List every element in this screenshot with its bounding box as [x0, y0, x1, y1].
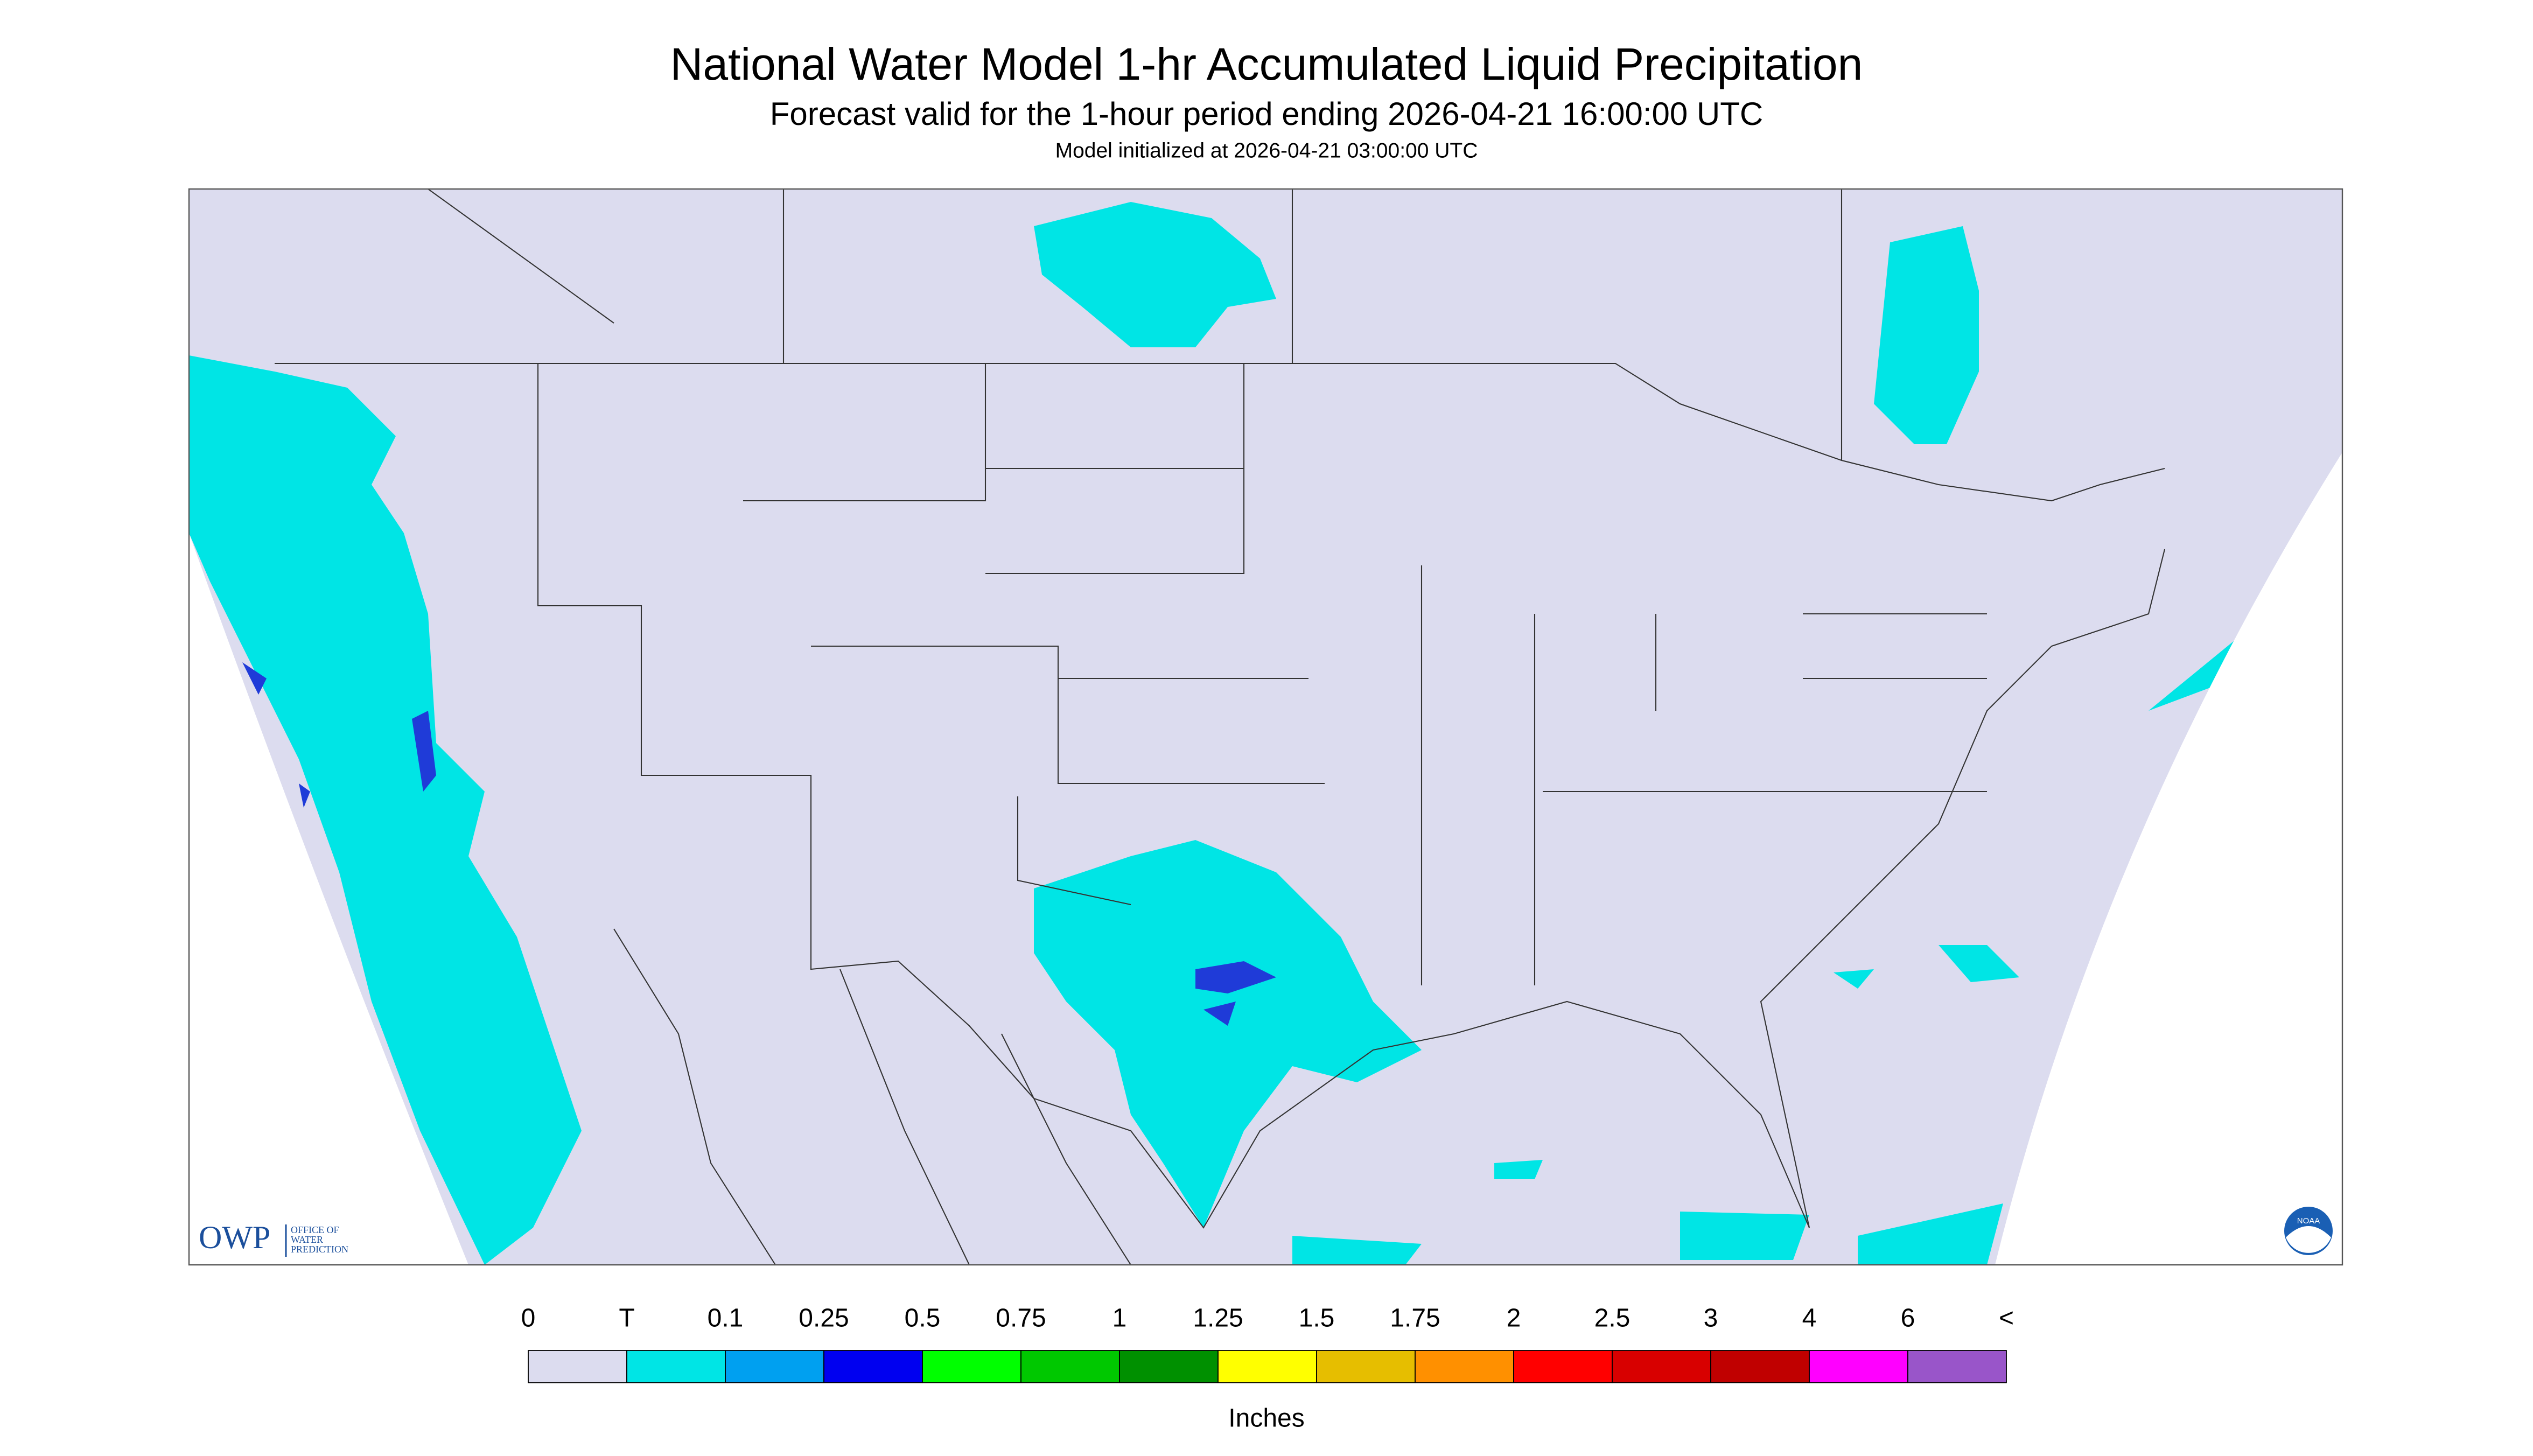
legend-label: < [1999, 1304, 2014, 1333]
legend-label: 0 [521, 1304, 536, 1333]
legend-label: 1.75 [1390, 1304, 1440, 1333]
legend-label: 3 [1704, 1304, 1718, 1333]
legend-label: 0.25 [799, 1304, 849, 1333]
legend-swatch [1809, 1350, 1908, 1383]
legend-label: 2.5 [1594, 1304, 1631, 1333]
legend-label: 4 [1802, 1304, 1817, 1333]
legend-label: 1.5 [1299, 1304, 1335, 1333]
rain-west [189, 355, 582, 1265]
subtitle: Forecast valid for the 1-hour period end… [770, 96, 1763, 132]
noaa-logo-wave [2286, 1226, 2331, 1253]
boundaries [275, 188, 2166, 1265]
outside-domain [1995, 452, 2342, 1265]
legend-swatch [528, 1350, 627, 1383]
legend-swatch [1612, 1350, 1711, 1383]
legend-swatch [1907, 1350, 2007, 1383]
rain-quebec [1874, 226, 1979, 445]
title: National Water Model 1-hr Accumulated Li… [670, 39, 1863, 89]
owp-name: WATER [291, 1234, 323, 1245]
legend-swatch [1316, 1350, 1416, 1383]
legend-swatch [1513, 1350, 1613, 1383]
legend-swatch [1020, 1350, 1120, 1383]
legend-label: 0.75 [996, 1304, 1046, 1333]
legend-swatch [1415, 1350, 1514, 1383]
outside-domain [189, 533, 468, 1265]
rain-canada [1034, 202, 1276, 348]
legend-units: Inches [1228, 1404, 1304, 1433]
legend-label: 1.25 [1193, 1304, 1243, 1333]
precipitation [189, 202, 2237, 1265]
owp-logo: OWP [199, 1220, 270, 1255]
legend-label: 6 [1901, 1304, 1915, 1333]
legend-swatch [1217, 1350, 1317, 1383]
rain-texas [1034, 840, 1422, 1228]
legend-label: 2 [1507, 1304, 1521, 1333]
legend-swatch [626, 1350, 726, 1383]
legend-label: 1 [1112, 1304, 1127, 1333]
legend-swatch [922, 1350, 1021, 1383]
map: OWP OFFICE OF WATER PREDICTION NOAA [188, 188, 2343, 1266]
legend: 0 T 0.1 0.25 0.5 0.75 1 1.25 1.5 1.75 2 2.5 3 4 6 < [521, 1304, 2014, 1383]
legend-swatch [823, 1350, 923, 1383]
init-time: Model initialized at 2026-04-21 03:00:00… [1055, 139, 1478, 162]
owp-name: PREDICTION [291, 1244, 348, 1255]
legend-swatch [725, 1350, 824, 1383]
legend-swatch [1119, 1350, 1219, 1383]
noaa-text: NOAA [2297, 1216, 2320, 1226]
legend-label: T [619, 1304, 634, 1333]
owp-name: OFFICE OF [291, 1224, 339, 1235]
map-frame [188, 188, 2343, 1266]
legend-label: 0.1 [708, 1304, 744, 1333]
legend-swatch [1710, 1350, 1810, 1383]
legend-label: 0.5 [905, 1304, 941, 1333]
